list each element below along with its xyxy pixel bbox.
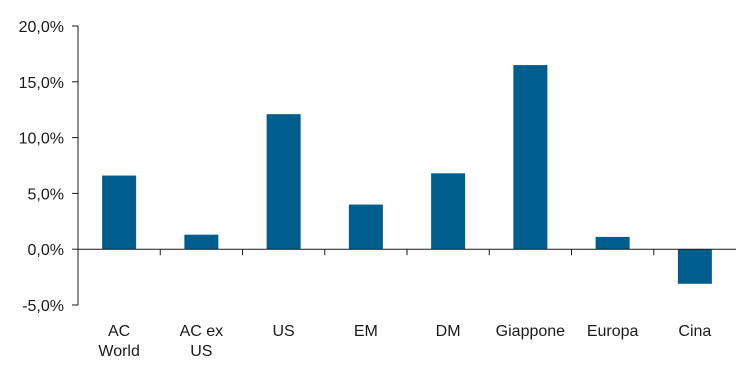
y-tick-label: 20,0% xyxy=(19,19,64,36)
bar xyxy=(348,204,383,250)
x-category-label: Cina xyxy=(678,323,711,340)
y-tick-label: 5,0% xyxy=(28,186,64,203)
x-category-label-line: EM xyxy=(354,323,378,340)
x-category-label-line: AC ex xyxy=(180,323,224,340)
y-tick-label: -5,0% xyxy=(22,298,64,315)
bar xyxy=(102,175,137,250)
x-category-label-line: US xyxy=(273,323,295,340)
x-category-label: Giappone xyxy=(496,323,565,340)
y-tick-label: 0,0% xyxy=(28,242,64,259)
bar xyxy=(266,114,301,250)
x-category-label-line: Europa xyxy=(587,323,639,340)
bar xyxy=(184,234,219,250)
y-tick-label: 15,0% xyxy=(19,75,64,92)
x-category-label: EM xyxy=(354,323,378,340)
x-category-label-line: AC xyxy=(108,323,130,340)
bar xyxy=(677,249,712,284)
x-category-label-line: DM xyxy=(436,323,461,340)
x-category-label-line: US xyxy=(190,343,212,360)
x-category-label: DM xyxy=(436,323,461,340)
bar xyxy=(513,65,548,250)
y-tick-label: 10,0% xyxy=(19,131,64,148)
x-axis: AC World AC ex US US EM DM Giappone Europa Cina xyxy=(78,248,736,360)
y-axis: 20,0% 15,0% 10,0% 5,0% 0,0% -5,0% xyxy=(19,19,79,315)
x-category-label: US xyxy=(273,323,295,340)
x-category-label-line: Cina xyxy=(678,323,711,340)
x-category-label: AC ex US xyxy=(180,323,224,360)
x-category-label-line: Giappone xyxy=(496,323,565,340)
x-category-label-line: World xyxy=(98,343,140,360)
bars xyxy=(102,65,712,284)
x-category-label: Europa xyxy=(587,323,639,340)
bar xyxy=(595,236,630,250)
x-category-label: AC World xyxy=(98,323,140,360)
bar xyxy=(431,173,466,250)
